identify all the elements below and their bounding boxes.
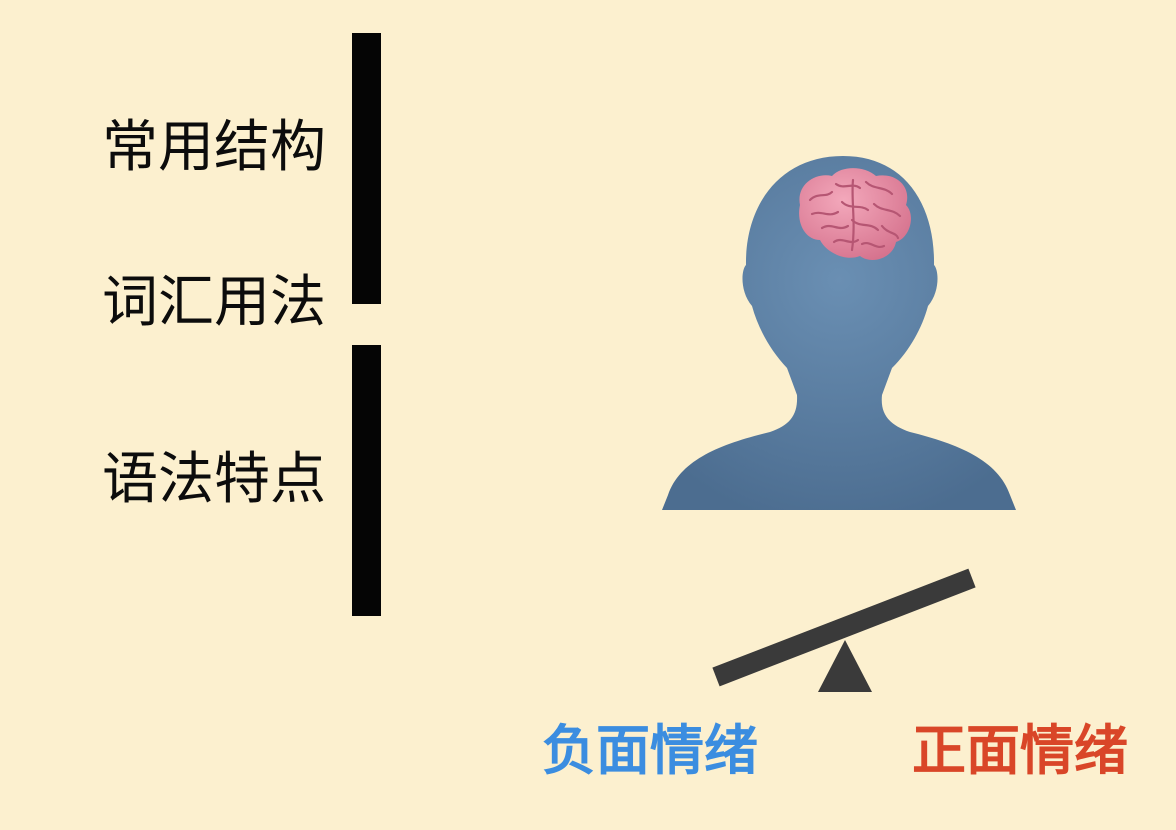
bracket-bar-bottom (352, 345, 381, 616)
bracket-bar-top (352, 33, 381, 304)
seesaw-beam (712, 568, 976, 687)
seesaw-icon (712, 568, 976, 692)
label-grammar-features: 语法特点 (102, 447, 326, 512)
brain-icon (799, 168, 911, 260)
label-common-structures: 常用结构 (102, 115, 326, 180)
label-vocabulary-usage: 词汇用法 (102, 270, 326, 335)
head-balance-illustration (662, 156, 1016, 692)
positive-emotion-label: 正面情绪 (912, 719, 1128, 782)
negative-emotion-label: 负面情绪 (542, 719, 758, 782)
person-head-icon (662, 156, 1016, 510)
seesaw-fulcrum (818, 640, 872, 692)
